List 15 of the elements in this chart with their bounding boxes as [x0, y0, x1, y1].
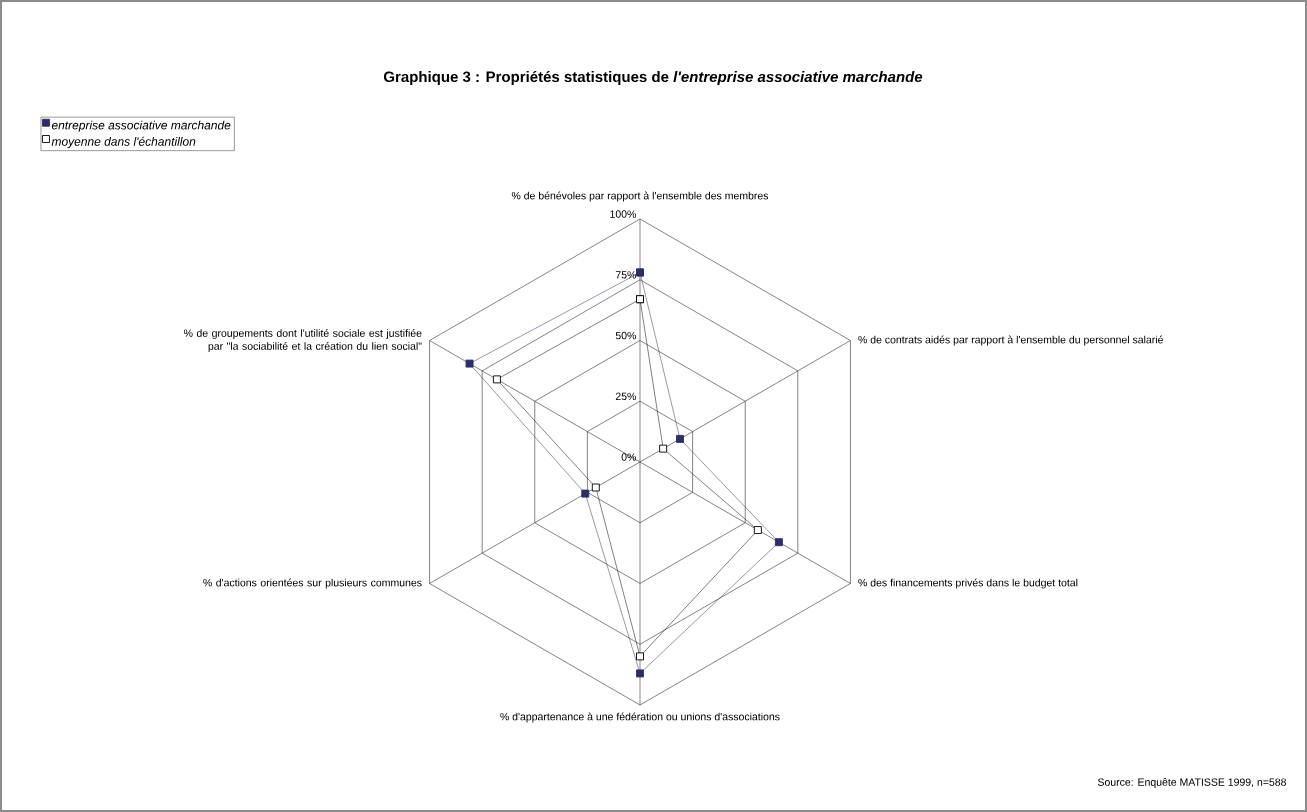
- y-tick-label: 50%: [615, 331, 636, 340]
- spoke-label: % d'appartenance à une fédération ou unions d'associations: [500, 712, 780, 723]
- y-tick-label: 0%: [621, 453, 636, 461]
- y-tick-label: 75%: [615, 271, 636, 279]
- chart-title: Graphique 3 : Propriétés statistiques de l'entreprise associative marchande: [383, 70, 923, 86]
- spoke-label: % d'actions orientées sur plusieurs communes: [203, 578, 422, 589]
- spoke-label: % de bénévoles par rapport à l'ensemble des membres: [511, 191, 769, 202]
- legend-label: moyenne dans l'échantillon: [51, 136, 196, 149]
- source-note: Source: Enquête MATISSE 1999, n=588: [1097, 778, 1286, 788]
- spoke-label: % de groupements dont l'utilité sociale est justifiée par "la sociabilité et la création du lien social": [184, 329, 422, 352]
- spoke-label: % des financements privés dans le budget total: [858, 578, 1078, 589]
- legend-label: entreprise associative marchande: [51, 120, 231, 132]
- y-tick-label: 100%: [610, 210, 636, 218]
- spoke-label: % de contrats aidés par rapport à l'ensemble du personnel salarié: [858, 335, 1163, 346]
- y-tick-label: 25%: [615, 392, 636, 401]
